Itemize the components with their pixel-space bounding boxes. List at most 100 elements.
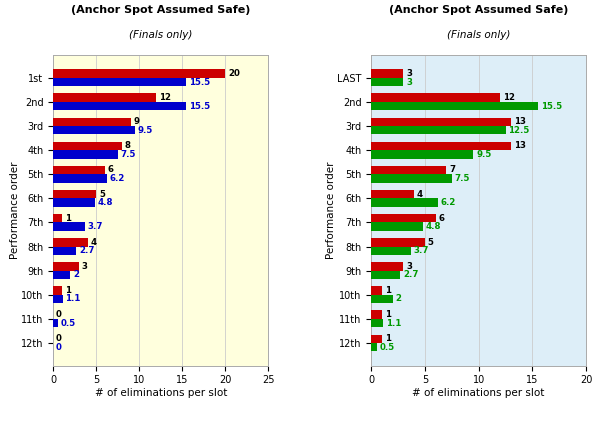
Text: 15.5: 15.5 (540, 102, 562, 111)
Bar (371, 94, 500, 102)
Bar (371, 246, 411, 255)
Bar (53, 142, 122, 150)
Text: 2.7: 2.7 (79, 246, 95, 255)
Text: 3.7: 3.7 (414, 246, 429, 255)
Text: 2: 2 (395, 295, 401, 303)
Bar (53, 214, 62, 222)
Text: 6.2: 6.2 (110, 174, 125, 183)
Text: (Anchor Spot Assumed Safe): (Anchor Spot Assumed Safe) (71, 5, 250, 15)
Bar (371, 238, 425, 246)
Text: 6: 6 (439, 214, 445, 223)
Bar (371, 334, 382, 343)
Bar (371, 69, 404, 78)
Text: 7: 7 (449, 165, 455, 175)
Bar (371, 222, 423, 231)
Bar (53, 166, 105, 174)
Text: 2: 2 (73, 270, 79, 279)
Text: 7.5: 7.5 (121, 150, 136, 159)
Text: 0: 0 (56, 310, 62, 319)
Text: (Anchor Spot Assumed Safe): (Anchor Spot Assumed Safe) (389, 5, 568, 15)
Text: 1.1: 1.1 (66, 295, 81, 303)
Bar (371, 319, 383, 327)
Text: 1: 1 (65, 286, 70, 295)
Bar (53, 238, 88, 246)
Bar (371, 271, 400, 279)
Y-axis label: Performance order: Performance order (9, 162, 20, 259)
Text: 4: 4 (91, 238, 96, 247)
Text: 4: 4 (417, 190, 423, 198)
Bar (371, 118, 511, 126)
Bar (371, 150, 473, 159)
Text: 15.5: 15.5 (189, 102, 210, 111)
Text: 8: 8 (125, 142, 131, 150)
Text: 5: 5 (428, 238, 433, 247)
Text: 12.5: 12.5 (509, 126, 530, 135)
Text: 6.2: 6.2 (440, 198, 456, 207)
Bar (371, 166, 446, 174)
Bar (53, 118, 131, 126)
Bar (371, 174, 452, 183)
Bar (53, 271, 70, 279)
Bar (53, 319, 57, 327)
Text: 15.5: 15.5 (189, 77, 210, 87)
Text: (Finals only): (Finals only) (129, 30, 192, 40)
Bar (371, 214, 436, 222)
Text: 13: 13 (514, 142, 526, 150)
Bar (53, 102, 186, 110)
Bar (371, 286, 382, 295)
Text: 0: 0 (56, 334, 62, 343)
Bar (371, 190, 414, 198)
Text: 0.5: 0.5 (60, 319, 76, 328)
Text: 13: 13 (514, 117, 526, 126)
Bar (53, 198, 95, 207)
Text: 9: 9 (133, 117, 139, 126)
Text: 1: 1 (385, 334, 391, 343)
Bar (53, 69, 225, 78)
X-axis label: # of eliminations per slot: # of eliminations per slot (95, 388, 227, 398)
Bar (371, 295, 392, 303)
Bar (371, 142, 511, 150)
Text: 3: 3 (406, 262, 412, 271)
Text: 1: 1 (65, 214, 70, 223)
Bar (371, 126, 506, 134)
Text: 2.7: 2.7 (403, 270, 419, 279)
Text: (Finals only): (Finals only) (447, 30, 510, 40)
Text: 3: 3 (406, 69, 412, 78)
Y-axis label: Performance order: Performance order (326, 162, 336, 259)
Text: 0.5: 0.5 (379, 343, 394, 351)
Bar (53, 126, 135, 134)
Text: 3: 3 (82, 262, 88, 271)
Bar (53, 295, 63, 303)
Text: 9.5: 9.5 (476, 150, 491, 159)
X-axis label: # of eliminations per slot: # of eliminations per slot (413, 388, 545, 398)
Text: 0: 0 (56, 343, 62, 351)
Bar (53, 78, 186, 86)
Text: 3.7: 3.7 (88, 222, 104, 231)
Text: 9.5: 9.5 (138, 126, 153, 135)
Bar (53, 222, 85, 231)
Bar (371, 343, 377, 351)
Text: 4.8: 4.8 (426, 222, 441, 231)
Bar (53, 150, 118, 159)
Bar (53, 190, 96, 198)
Text: 5: 5 (99, 190, 105, 198)
Bar (53, 262, 79, 271)
Bar (53, 246, 76, 255)
Bar (53, 94, 156, 102)
Bar (371, 78, 404, 86)
Text: 4.8: 4.8 (97, 198, 113, 207)
Bar (371, 262, 404, 271)
Text: 3: 3 (406, 77, 412, 87)
Text: 1.1: 1.1 (386, 319, 401, 328)
Text: 1: 1 (385, 310, 391, 319)
Bar (53, 174, 107, 183)
Text: 12: 12 (503, 93, 515, 102)
Bar (371, 310, 382, 319)
Text: 7.5: 7.5 (455, 174, 470, 183)
Text: 1: 1 (385, 286, 391, 295)
Bar (53, 286, 62, 295)
Text: 20: 20 (228, 69, 240, 78)
Bar (371, 198, 438, 207)
Text: 6: 6 (108, 165, 114, 175)
Bar (371, 102, 538, 110)
